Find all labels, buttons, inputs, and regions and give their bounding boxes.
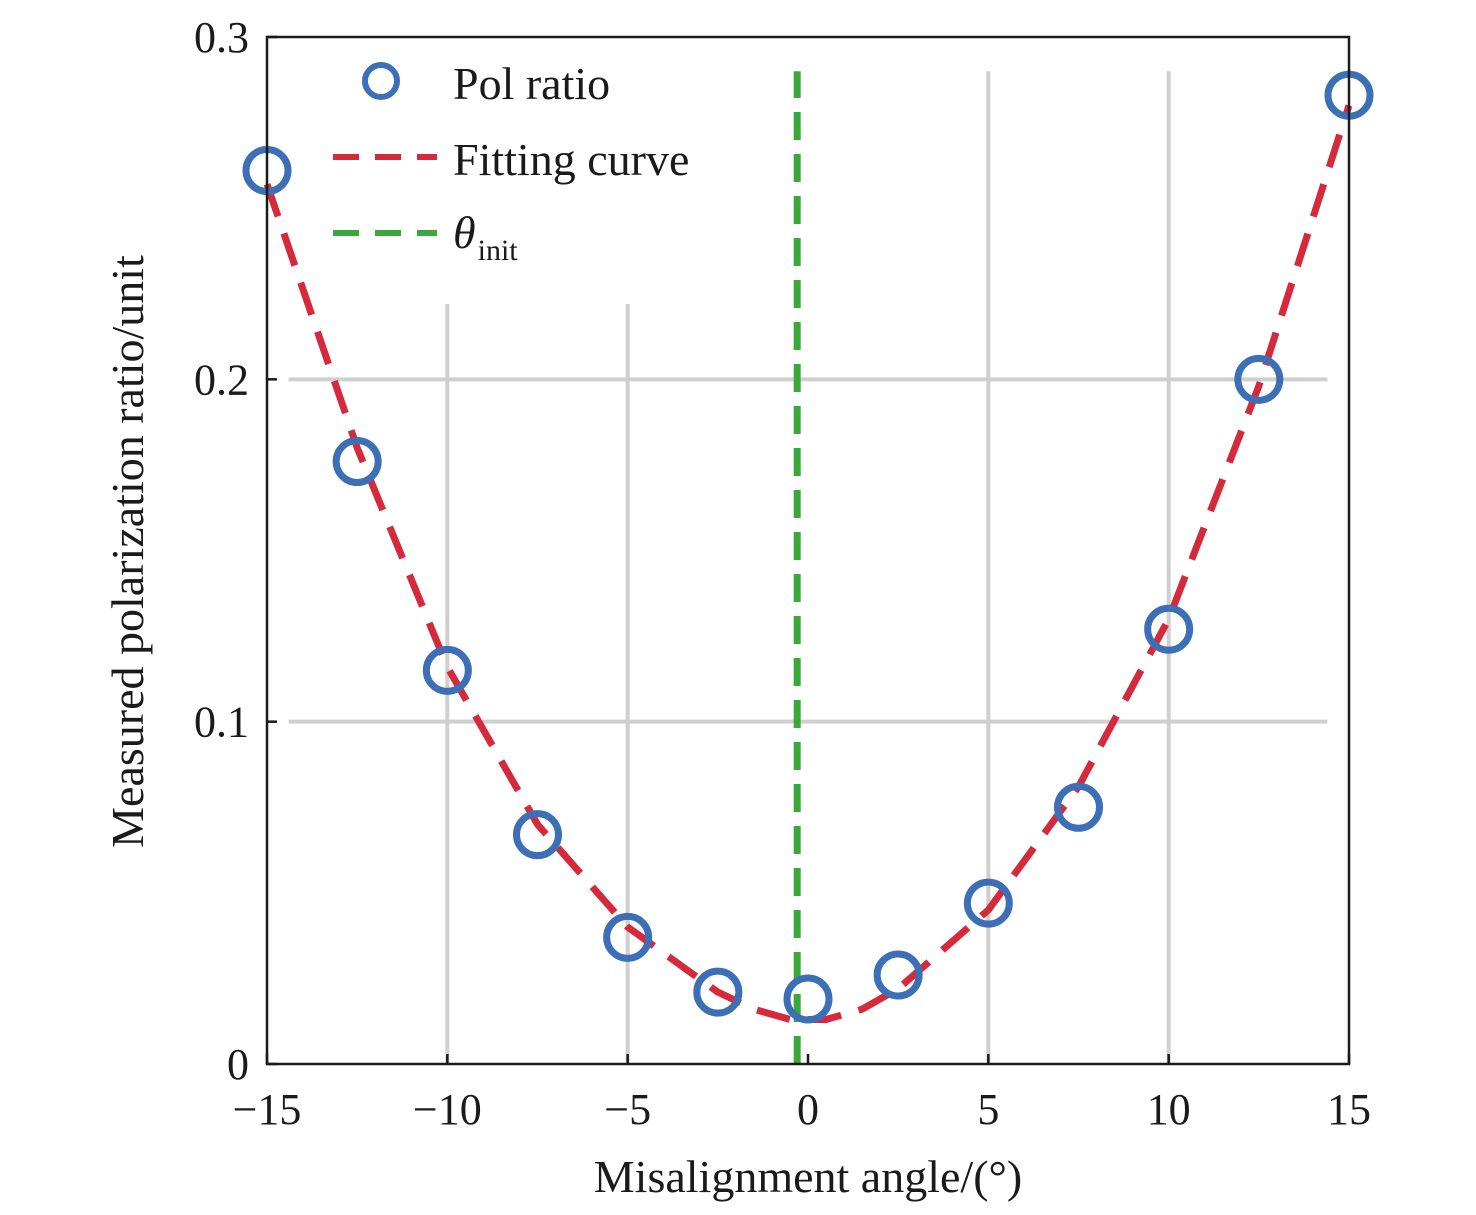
y-axis-title: Measured polarization ratio/unit — [102, 255, 153, 848]
series-layer — [242, 70, 1374, 1064]
pol-ratio-point — [693, 967, 743, 1017]
y-tick-label: 0.2 — [194, 355, 249, 404]
legend-theta-symbol: θ — [453, 207, 476, 258]
x-tick-label: 15 — [1327, 1085, 1371, 1134]
x-axis-title: Misalignment angle/(°) — [594, 1151, 1022, 1202]
legend-label-fitting-curve: Fitting curve — [453, 134, 689, 185]
legend-label-pol-ratio: Pol ratio — [453, 58, 610, 109]
pol-ratio-point — [422, 645, 472, 695]
x-tick-label: −5 — [604, 1085, 651, 1134]
pol-ratio-point — [1054, 782, 1103, 832]
y-tick-label: 0 — [227, 1040, 249, 1089]
plot-frame — [265, 35, 1351, 1066]
legend-label-theta-init: θinit — [453, 207, 518, 267]
x-tick-label: 0 — [797, 1085, 819, 1134]
x-tick-label: −10 — [413, 1085, 482, 1134]
fitting-curve-line — [263, 104, 1353, 1023]
x-tick-label: 10 — [1147, 1085, 1191, 1134]
pol-ratio-point — [1234, 354, 1284, 404]
pol-ratio-point — [1144, 604, 1194, 654]
pol-ratio-point — [332, 436, 382, 486]
y-tick-label: 0.3 — [194, 13, 249, 62]
y-tick-label: 0.1 — [194, 698, 249, 747]
axes — [265, 35, 1351, 1066]
pol-ratio-point — [513, 810, 562, 860]
grid — [288, 71, 1328, 1064]
pol-ratio-point — [783, 974, 833, 1024]
legend: Pol ratio Fitting curve θinit — [333, 58, 689, 267]
pol-ratio-point — [873, 950, 923, 1000]
legend-marker-pol-ratio — [362, 62, 400, 100]
ticks: −15 −10 −5 0 5 10 15 0 0.1 0.2 0.3 — [194, 13, 1371, 1134]
pol-ratio-point — [963, 878, 1013, 928]
legend-theta-subscript: init — [478, 234, 519, 267]
x-tick-label: 5 — [977, 1085, 999, 1134]
pol-ratio-point — [603, 912, 653, 962]
x-tick-label: −15 — [233, 1085, 302, 1134]
